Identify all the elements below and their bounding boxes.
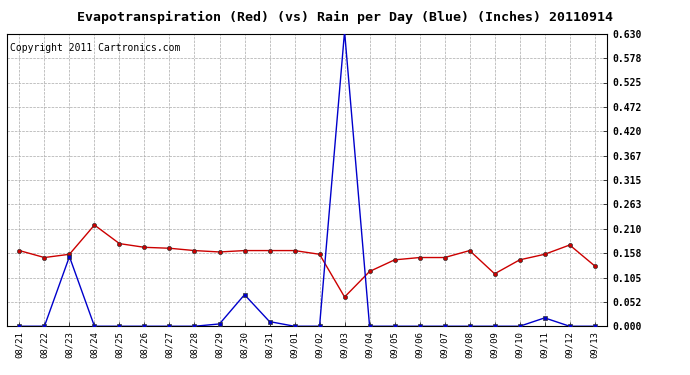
Text: Copyright 2011 Cartronics.com: Copyright 2011 Cartronics.com bbox=[10, 42, 180, 52]
Text: Evapotranspiration (Red) (vs) Rain per Day (Blue) (Inches) 20110914: Evapotranspiration (Red) (vs) Rain per D… bbox=[77, 11, 613, 24]
